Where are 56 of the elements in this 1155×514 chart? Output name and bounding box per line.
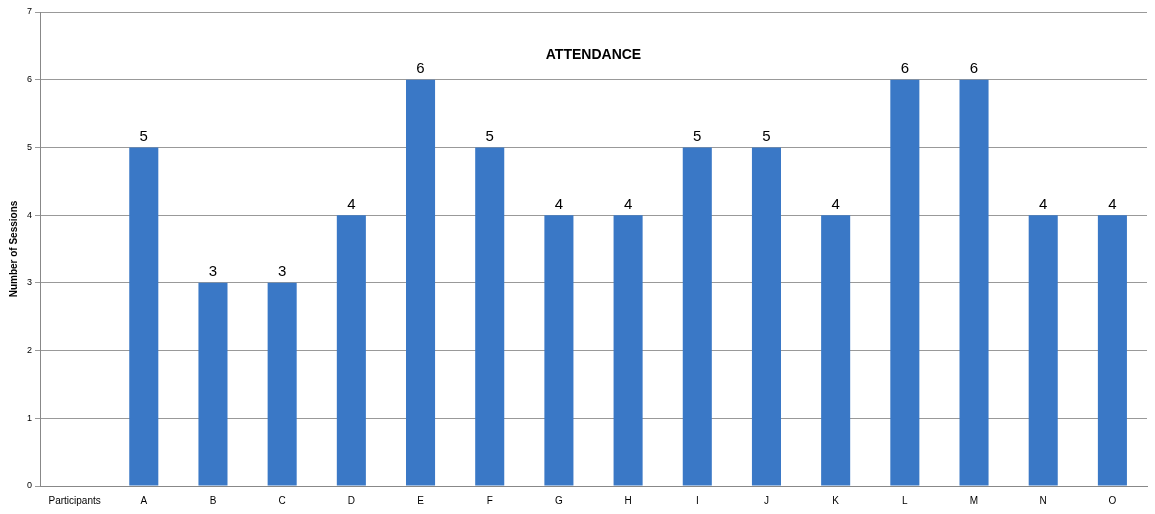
bar: [406, 79, 436, 486]
x-tick-label: E: [417, 494, 425, 506]
x-tick-label: H: [624, 494, 632, 506]
x-tick-label: J: [763, 494, 769, 506]
y-tick-label: 3: [26, 277, 33, 288]
x-tick-label: C: [278, 494, 286, 506]
bar: [1028, 215, 1058, 486]
y-tick-label: 0: [26, 480, 33, 491]
bar: [613, 215, 643, 486]
y-tick-label: 5: [26, 141, 33, 152]
data-label: 3: [208, 262, 218, 280]
y-tick-label: 2: [26, 345, 33, 356]
data-label: 5: [485, 127, 494, 145]
x-tick-label: G: [555, 494, 564, 506]
x-tick-label: I: [695, 494, 699, 506]
x-tick-label: D: [347, 494, 355, 506]
bar: [821, 215, 851, 486]
data-label: 3: [277, 262, 287, 280]
bar: [336, 215, 366, 486]
data-label: 6: [416, 59, 425, 77]
data-label: 4: [1039, 194, 1048, 212]
bar: [1097, 215, 1127, 486]
bar: [267, 282, 297, 486]
y-tick-label: 4: [26, 209, 33, 220]
data-label: 4: [831, 194, 840, 212]
y-tick-label: 1: [26, 412, 33, 423]
data-label: 5: [139, 127, 148, 145]
text: ATTENDANCE: [545, 45, 642, 62]
data-label: 6: [900, 59, 910, 77]
bar: [544, 215, 574, 486]
data-label: 5: [762, 127, 771, 145]
x-tick-label: L: [902, 494, 909, 506]
bar: [198, 282, 228, 486]
data-label: 4: [554, 194, 564, 212]
x-tick-label: N: [1039, 494, 1047, 506]
y-tick-label: 7: [26, 6, 33, 17]
data-label: 5: [693, 127, 702, 145]
bar: [890, 79, 920, 486]
x-tick-label: Participants: [48, 494, 101, 506]
x-tick-label: O: [1108, 494, 1117, 506]
data-label: 4: [623, 194, 633, 212]
x-tick-label: M: [969, 494, 979, 506]
data-label: 6: [969, 59, 979, 77]
data-label: 4: [1108, 194, 1117, 212]
x-tick-label: A: [140, 494, 148, 506]
bar: [959, 79, 989, 486]
bar: [129, 147, 159, 486]
x-tick-label: B: [209, 494, 217, 506]
x-tick-label: K: [832, 494, 840, 506]
data-label: 4: [347, 194, 356, 212]
y-axis-title: Number of Sessions: [7, 200, 19, 298]
y-tick-label: 6: [26, 74, 33, 85]
bar: [682, 147, 712, 486]
bar: [751, 147, 781, 486]
x-tick-label: F: [486, 494, 493, 506]
bar: [475, 147, 505, 486]
